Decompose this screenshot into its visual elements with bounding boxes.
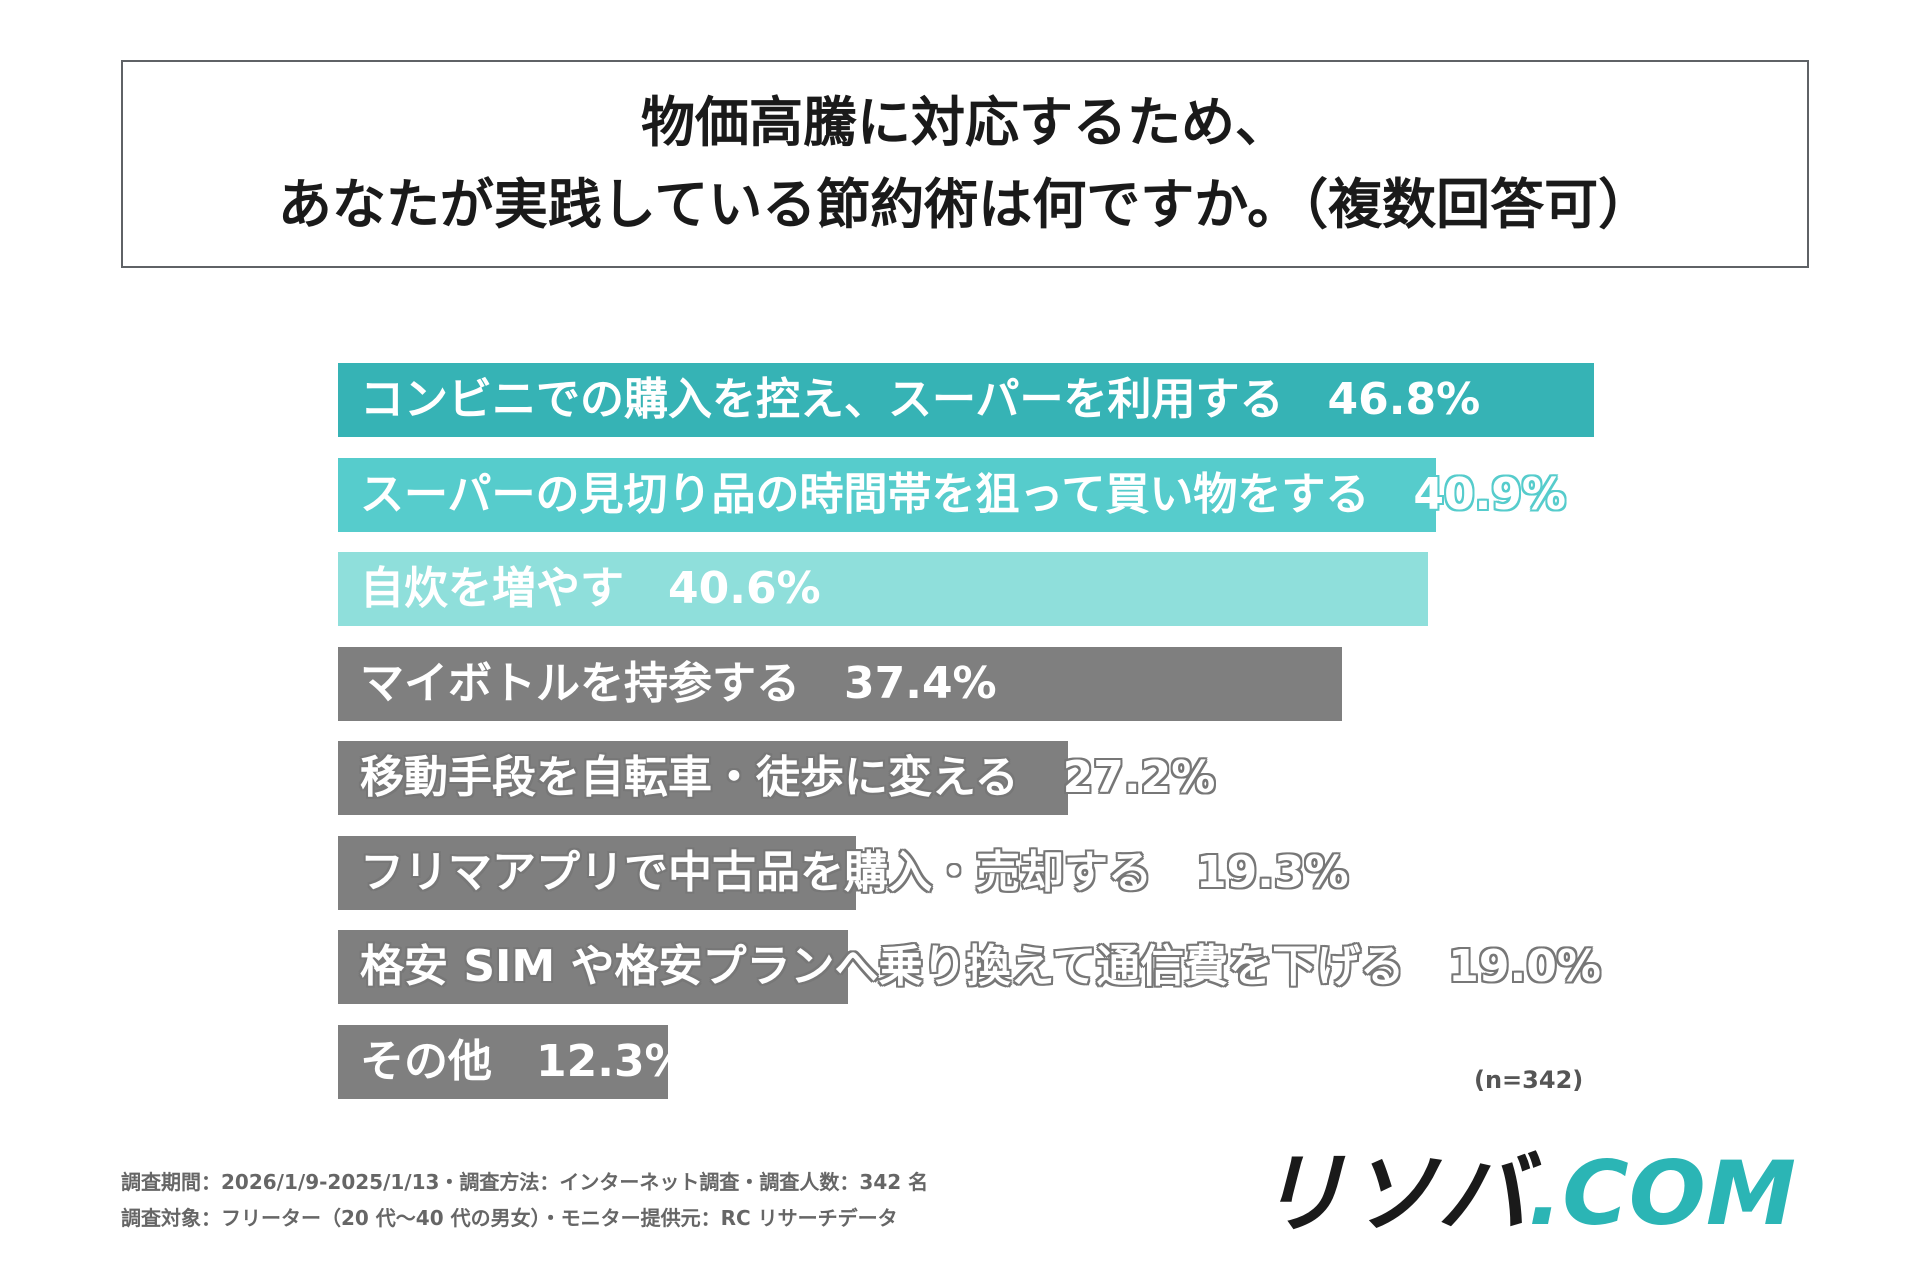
sample-size-note: (n=342) (1474, 1066, 1584, 1094)
bar-4 (338, 647, 1342, 721)
survey-info-line-2: 調査対象：フリーター（20 代〜40 代の男女）・モニター提供元：RC リサーチ… (121, 1206, 898, 1230)
bar-label-4: マイボトルを持参する 37.4% (360, 658, 997, 709)
logo-accent-text: .COM (1528, 1142, 1796, 1240)
survey-info-line-1: 調査期間：2026/1/9-2025/1/13・調査方法：インターネット調査・調… (121, 1170, 929, 1194)
bar-8 (338, 1025, 668, 1099)
bar-label-5: 移動手段を自転車・徒歩に変える 27.2% (360, 752, 1216, 803)
bar-6 (338, 836, 856, 910)
title-box: 物価高騰に対応するため、 あなたが実践している節約術は何ですか。（複数回答可） (121, 60, 1809, 268)
title-line-1: 物価高騰に対応するため、 (641, 91, 1289, 154)
bar-label-3: 自炊を増やす 40.6% (360, 563, 821, 614)
bar-7 (338, 930, 848, 1004)
bar-label-2: スーパーの見切り品の時間帯を狙って買い物をする 40.9% (360, 469, 1567, 520)
bar-3 (338, 552, 1428, 626)
logo-text: リソバ.COM (1256, 1142, 1796, 1240)
bar-label-1: コンビニでの購入を控え、スーパーを利用する 46.8% (360, 374, 1481, 425)
title-line-2: あなたが実践している節約術は何ですか。（複数回答可） (277, 173, 1653, 236)
bar-label-6: フリマアプリで中古品を購入・売却する 19.3% (360, 847, 1349, 898)
bar-2 (338, 458, 1436, 532)
bar-label-8: その他 12.3% (360, 1036, 689, 1087)
site-logo: リソバ.COM (1256, 1142, 1796, 1240)
bar-1 (338, 363, 1594, 437)
bar-label-7: 格安 SIM や格安プランへ乗り換えて通信費を下げる 19.0% (360, 941, 1601, 992)
logo-main-text: リソバ (1256, 1142, 1542, 1240)
bar-5 (338, 741, 1068, 815)
